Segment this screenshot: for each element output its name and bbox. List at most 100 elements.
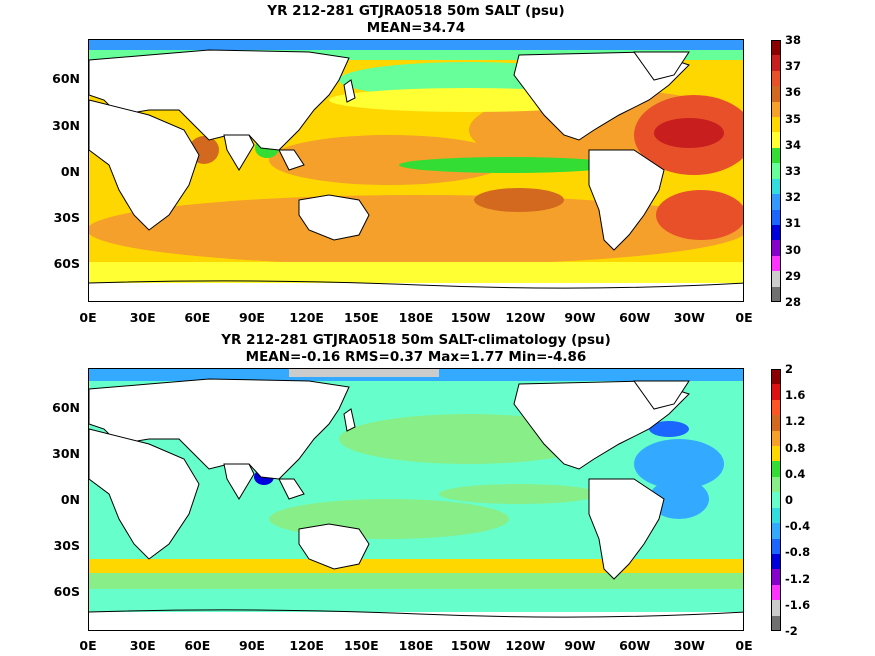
xlabel-10: 60W <box>619 638 651 653</box>
colorbar-tick: -2 <box>785 624 798 638</box>
xlabel-0: 0E <box>79 638 97 653</box>
colorbar-cell <box>771 55 781 72</box>
xlabel-1: 30E <box>129 310 156 325</box>
colorbar-cell <box>771 584 781 601</box>
colorbar-cell <box>771 430 781 447</box>
panel1-title: YR 212-281 GTJRA0518 50m SALT (psu) <box>267 3 565 19</box>
colorbar-cell <box>771 101 781 118</box>
salinity-anomaly-map <box>88 368 744 631</box>
colorbar-cell <box>771 523 781 540</box>
colorbar-cell <box>771 384 781 401</box>
xlabel-4: 120E <box>289 310 324 325</box>
colorbar-cell <box>771 163 781 180</box>
ylabel-0N-2: 0N <box>60 492 80 507</box>
colorbar-cell <box>771 194 781 211</box>
colorbar-cell <box>771 117 781 133</box>
xlabel-11: 30W <box>673 310 705 325</box>
colorbar-cell <box>771 86 781 103</box>
colorbar-cell <box>771 476 781 493</box>
colorbar-cell <box>771 369 781 385</box>
panel1-mean-label: MEAN=34.74 <box>366 20 466 36</box>
colorbar-cell <box>771 446 781 462</box>
colorbar-salt: 38 37 36 35 34 33 32 31 30 29 28 <box>771 33 801 309</box>
panel2-stats-label: MEAN=-0.16 RMS=0.37 Max=1.77 Min=-4.86 <box>245 349 587 365</box>
xlabel-2: 60E <box>184 310 211 325</box>
xlabel-3: 90E <box>239 310 265 325</box>
ylabel-60S: 60S <box>53 256 80 271</box>
colorbar-cell <box>771 538 781 555</box>
xlabel-8: 120W <box>505 638 546 653</box>
colorbar-tick: 0 <box>785 493 794 507</box>
colorbar-cell <box>771 569 781 586</box>
xlabel-12: 0E <box>735 310 753 325</box>
colorbar-tick: 29 <box>785 268 802 283</box>
xlabel-8: 120W <box>505 310 546 325</box>
colorbar-tick: 0.8 <box>785 440 806 455</box>
colorbar-tick: 37 <box>785 59 802 74</box>
colorbar-tick: 31 <box>785 216 802 231</box>
colorbar-cell <box>771 492 781 509</box>
xlabel-11: 30W <box>673 638 705 653</box>
xlabel-2: 60E <box>184 638 211 653</box>
colorbar-tick: 33 <box>785 164 802 178</box>
colorbar-tick: 2 <box>785 362 794 376</box>
colorbar-cell <box>771 615 781 632</box>
colorbar-cell <box>771 461 781 478</box>
xlabel-1: 30E <box>129 638 156 653</box>
colorbar-cell <box>771 209 781 226</box>
colorbar-tick: 35 <box>785 111 802 126</box>
colorbar-cell <box>771 132 781 149</box>
ylabel-30S: 30S <box>53 210 80 225</box>
colorbar-anomaly: 2 1.6 1.2 0.8 0.4 0 -0.4 -0.8 -1.2 -1.6 -2 <box>771 362 810 638</box>
colorbar-tick: 30 <box>785 242 802 257</box>
colorbar-cell <box>771 224 781 241</box>
colorbar-frame <box>771 40 781 302</box>
colorbar-tick: -0.4 <box>785 519 811 534</box>
xlabel-10: 60W <box>619 310 651 325</box>
xlabel-6: 180E <box>398 310 434 325</box>
xlabel-7: 150W <box>450 638 491 653</box>
xlabel-3: 90E <box>239 638 265 653</box>
colorbar-frame-2 <box>771 369 781 631</box>
colorbar-cell <box>771 399 781 416</box>
salinity-map <box>88 39 744 302</box>
xlabel-6: 180E <box>398 638 434 653</box>
colorbar-cell <box>771 286 781 303</box>
ylabel-60S-2: 60S <box>53 584 80 599</box>
ylabel-30N: 30N <box>52 118 80 133</box>
xlabel-9: 90W <box>564 638 596 653</box>
colorbar-tick: 28 <box>785 295 802 309</box>
colorbar-tick: 32 <box>785 190 802 205</box>
xlabel-12: 0E <box>735 638 753 653</box>
colorbar-tick: 34 <box>785 137 802 152</box>
colorbar-tick: 0.4 <box>785 466 806 481</box>
xlabel-5: 150E <box>344 638 379 653</box>
ylabel-60N: 60N <box>52 71 80 86</box>
colorbar-cell <box>771 507 781 524</box>
colorbar-cell <box>771 271 781 288</box>
colorbar-cell <box>771 147 781 164</box>
colorbar-cell <box>771 70 781 87</box>
xlabel-9: 90W <box>564 310 596 325</box>
colorbar-cell <box>771 553 781 570</box>
ylabel-30N-2: 30N <box>52 446 80 461</box>
colorbar-cell <box>771 40 781 56</box>
panel2-title: YR 212-281 GTJRA0518 50m SALT-climatolog… <box>221 332 611 348</box>
colorbar-cell <box>771 255 781 272</box>
xlabel-0: 0E <box>79 310 97 325</box>
colorbar-cell <box>771 178 781 195</box>
colorbar-tick: 38 <box>785 33 802 47</box>
colorbar-tick: 1.6 <box>785 388 806 403</box>
xlabel-7: 150W <box>450 310 491 325</box>
colorbar-cell <box>771 240 781 257</box>
xlabel-5: 150E <box>344 310 379 325</box>
colorbar-tick: 36 <box>785 85 802 100</box>
colorbar-tick: -1.6 <box>785 597 811 612</box>
ylabel-60N-2: 60N <box>52 400 80 415</box>
colorbar-tick: 1.2 <box>785 414 806 429</box>
xlabel-4: 120E <box>289 638 324 653</box>
colorbar-tick: -1.2 <box>785 571 811 586</box>
colorbar-cell <box>771 600 781 617</box>
colorbar-tick: -0.8 <box>785 545 811 560</box>
ylabel-30S-2: 30S <box>53 538 80 553</box>
